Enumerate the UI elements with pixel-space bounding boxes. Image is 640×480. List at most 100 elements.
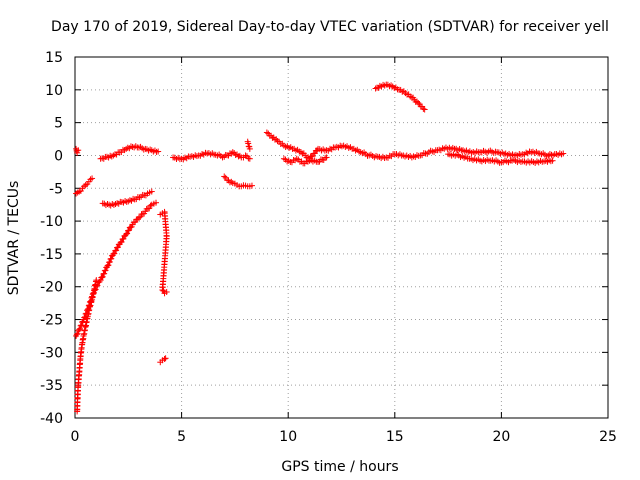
data-point — [91, 287, 98, 294]
data-point — [111, 250, 118, 257]
data-point — [91, 287, 98, 294]
data-point — [102, 267, 109, 274]
data-point — [415, 99, 422, 106]
x-tick-label: 0 — [71, 429, 80, 445]
y-tick-label: -20 — [40, 280, 63, 296]
data-point — [87, 297, 94, 304]
data-point — [560, 150, 567, 157]
data-point — [221, 173, 228, 180]
x-tick-label: 25 — [599, 429, 617, 445]
data-point — [229, 149, 236, 156]
y-tick-label: -15 — [40, 247, 63, 263]
ticks: 0 5 10 15 20 25 -40 -35 -30 -25 -20 -15 -10 -5 0 5 10 15 — [40, 50, 617, 445]
data-point — [114, 244, 121, 251]
data-point — [132, 219, 139, 226]
data-point — [108, 255, 115, 262]
data-point — [263, 129, 270, 136]
data-point — [161, 355, 168, 362]
data-point — [73, 331, 80, 338]
data-point — [147, 202, 154, 209]
data-point — [74, 189, 81, 196]
data-point — [228, 178, 235, 185]
data-point — [146, 205, 153, 212]
x-tick-label: 10 — [279, 429, 297, 445]
y-tick-label: 0 — [54, 148, 63, 164]
data-point — [151, 147, 158, 154]
y-tick-label: 10 — [45, 83, 63, 99]
data-point — [79, 319, 86, 326]
plot-frame — [74, 56, 609, 419]
data-point — [74, 330, 81, 337]
data-point — [242, 152, 249, 159]
x-tick-label: 5 — [177, 429, 186, 445]
data-point — [84, 306, 91, 313]
data-point — [245, 140, 252, 147]
data-point — [82, 181, 89, 188]
grid — [75, 57, 608, 418]
data-points — [73, 81, 567, 415]
chart-title: Day 170 of 2019, Sidereal Day-to-day VTE… — [51, 19, 609, 35]
y-tick-label: -30 — [40, 345, 63, 361]
y-tick-label: -35 — [40, 378, 63, 394]
data-point — [87, 298, 94, 305]
data-point — [101, 270, 108, 277]
data-point — [75, 147, 82, 154]
data-point — [421, 106, 428, 113]
data-point — [420, 105, 427, 112]
data-point — [81, 314, 88, 321]
data-point — [135, 214, 142, 221]
data-point — [228, 150, 235, 157]
data-point — [78, 322, 85, 329]
data-point — [89, 175, 96, 182]
y-tick-label: 5 — [54, 116, 63, 132]
data-point — [86, 302, 93, 309]
data-point — [232, 151, 239, 158]
data-point — [82, 310, 89, 317]
x-tick-label: 15 — [386, 429, 404, 445]
x-tick-label: 20 — [492, 429, 510, 445]
data-point — [106, 258, 113, 265]
data-point — [120, 235, 127, 242]
y-tick-label: 15 — [45, 50, 63, 66]
data-point — [153, 199, 160, 206]
data-point — [297, 149, 304, 156]
data-point — [105, 262, 112, 269]
data-point — [125, 227, 132, 234]
data-point — [413, 98, 420, 105]
y-tick-label: -40 — [40, 411, 63, 427]
data-point — [155, 148, 162, 155]
data-point — [548, 151, 555, 158]
y-tick-label: -25 — [40, 313, 63, 329]
data-point — [162, 355, 169, 362]
data-point — [226, 179, 233, 186]
data-point — [139, 145, 146, 152]
data-point — [323, 154, 330, 161]
y-tick-label: -10 — [40, 214, 63, 230]
data-point — [93, 283, 100, 290]
data-point — [85, 302, 92, 309]
data-point — [550, 152, 557, 159]
data-point — [99, 155, 106, 162]
data-point — [90, 290, 97, 297]
x-axis-title: GPS time / hours — [281, 459, 398, 475]
data-point — [76, 326, 83, 333]
data-point — [99, 273, 106, 280]
data-point — [293, 155, 300, 162]
y-axis-title: SDTVAR / TECUs — [6, 181, 22, 296]
data-point — [246, 155, 253, 162]
data-point — [74, 149, 81, 156]
data-point — [159, 287, 166, 294]
data-point — [97, 277, 104, 284]
data-point — [94, 282, 101, 289]
data-point — [235, 153, 242, 160]
data-point — [92, 286, 99, 293]
data-point — [81, 313, 88, 320]
data-point — [163, 288, 170, 295]
data-point — [85, 305, 92, 312]
data-point — [107, 202, 114, 209]
data-point — [118, 238, 125, 245]
data-point — [248, 182, 255, 189]
data-point — [83, 310, 90, 317]
data-point — [148, 188, 155, 195]
